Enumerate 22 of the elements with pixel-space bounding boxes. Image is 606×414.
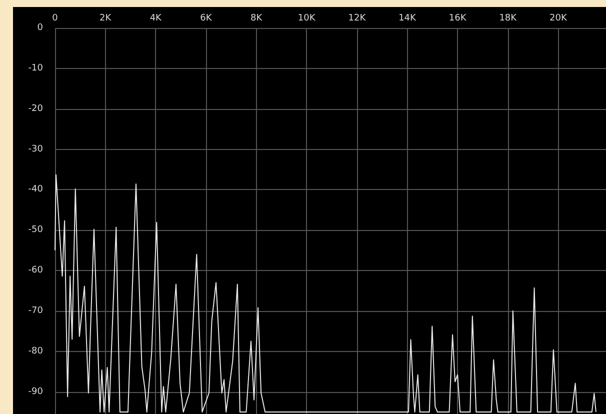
line-series: [54, 174, 596, 412]
y-tick-label: -10: [28, 63, 44, 74]
y-tick-label: -40: [28, 184, 44, 195]
x-tick-label: 8K: [250, 14, 264, 24]
y-tick-label: -50: [28, 225, 44, 236]
y-tick-label: -20: [28, 104, 44, 114]
x-tick-label: 6K: [200, 14, 213, 24]
y-tick-label: 0: [37, 23, 44, 33]
y-tick-label: -30: [28, 144, 44, 154]
x-tick-label: 4K: [150, 14, 163, 24]
x-tick-label: 18K: [499, 14, 518, 24]
x-tick-label: 14K: [398, 14, 418, 24]
x-tick-label: 0: [52, 14, 58, 24]
y-tick-label: -80: [28, 346, 44, 356]
x-tick-label: 20K: [550, 14, 568, 24]
x-tick-label: 12K: [348, 14, 367, 24]
x-tick-label: 16K: [448, 14, 468, 24]
x-tick-label: 10K: [298, 14, 316, 24]
x-tick-label: 2K: [100, 14, 112, 24]
y-tick-label: -90: [28, 386, 44, 397]
y-tick-label: -70: [28, 306, 44, 316]
y-tick-label: -60: [28, 266, 44, 276]
